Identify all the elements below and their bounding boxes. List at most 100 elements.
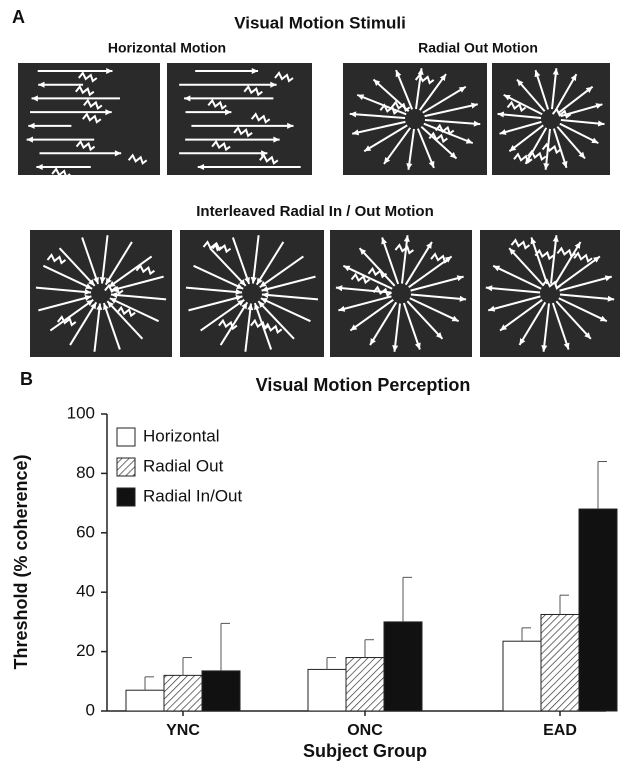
bar <box>307 668 347 712</box>
y-tick-label: 100 <box>67 403 95 422</box>
squiggle <box>434 123 455 136</box>
arrow-shaft <box>255 241 285 286</box>
arrow-shaft <box>424 103 478 118</box>
arrow-head <box>552 235 559 242</box>
arrow-shaft <box>559 275 613 292</box>
squiggle <box>218 318 238 331</box>
legend-label: Horizontal <box>143 426 220 445</box>
bar <box>383 621 423 712</box>
arrow-head <box>343 265 351 272</box>
arrow-head <box>260 298 268 304</box>
arrow-head <box>247 303 254 311</box>
arrow-head <box>509 248 516 255</box>
arrow-shaft <box>363 124 408 153</box>
arrow-head <box>85 283 93 289</box>
arrow-head <box>599 315 607 322</box>
arrow-head <box>235 295 243 301</box>
stimulus-background <box>167 63 312 175</box>
panel-label: B <box>20 369 33 389</box>
squiggle <box>428 131 448 144</box>
arrow-head <box>593 256 600 263</box>
arrow-shaft <box>401 235 409 284</box>
arrow-head <box>270 81 277 88</box>
stimulus-panel <box>30 230 172 357</box>
squiggle <box>379 103 399 115</box>
arrow-shaft <box>499 299 543 332</box>
arrow-shaft <box>404 241 433 286</box>
arrow-shaft <box>560 119 605 126</box>
squiggle <box>556 246 577 259</box>
arrow-head <box>364 145 372 152</box>
arrow-shaft <box>42 264 93 290</box>
arrow-head <box>561 160 568 168</box>
arrow-shaft <box>381 237 400 285</box>
panel-subtitle: Interleaved Radial In / Out Motion <box>196 203 434 220</box>
squiggle <box>127 153 148 165</box>
arrow-shaft <box>508 124 544 153</box>
arrow-head <box>88 279 95 286</box>
arrow-shaft <box>551 68 558 110</box>
arrow-head <box>256 277 263 285</box>
arrow-shaft <box>38 295 92 312</box>
x-tick-label: ONC <box>347 722 383 739</box>
squiggle <box>551 107 572 119</box>
arrow-head <box>499 129 507 135</box>
arrow-shaft <box>416 128 435 169</box>
arrow-shaft <box>423 122 474 145</box>
stimulus-panel <box>180 230 324 357</box>
bar <box>502 640 542 712</box>
arrow-shaft <box>369 301 398 346</box>
arrow-head <box>500 324 507 331</box>
squiggle <box>394 243 414 255</box>
stimulus-panel <box>167 63 312 175</box>
arrow-shaft <box>252 235 260 284</box>
arrow-shaft <box>58 247 96 287</box>
arrow-shaft <box>503 93 543 116</box>
squiggle <box>573 251 593 263</box>
stimulus-panel <box>343 63 487 175</box>
arrow-head <box>254 303 260 311</box>
arrow-head <box>509 145 517 152</box>
arrow-head <box>261 286 269 292</box>
arrow-head <box>258 301 265 308</box>
arrow-shaft <box>410 275 464 292</box>
arrow-head <box>458 86 466 93</box>
arrow-shaft <box>557 255 601 288</box>
arrow-head <box>335 285 343 292</box>
arrow-head <box>338 305 346 312</box>
arrow-head <box>86 299 94 306</box>
arrow-shaft <box>508 247 545 287</box>
arrow-head <box>570 74 577 82</box>
arrow-head <box>459 295 467 302</box>
legend-label: Radial In/Out <box>143 486 242 505</box>
arrow-shaft <box>352 120 406 135</box>
stimulus-panel <box>330 230 472 357</box>
arrow-head <box>96 303 103 311</box>
squiggle <box>541 142 562 155</box>
arrow-shaft <box>418 73 447 111</box>
arrow-head <box>541 345 548 352</box>
arrow-head <box>114 150 122 157</box>
legend-label: Radial Out <box>143 456 224 475</box>
arrow-head <box>261 150 268 157</box>
squiggle <box>262 322 283 334</box>
arrow-head <box>584 332 591 339</box>
arrow-shaft <box>383 127 412 165</box>
arrow-shaft <box>542 303 550 352</box>
arrow-shaft <box>558 85 594 114</box>
arrow-head <box>225 109 232 116</box>
arrow-head <box>106 67 113 75</box>
arrow-shaft <box>402 302 421 350</box>
arrow-head <box>105 109 112 116</box>
y-tick-label: 20 <box>76 641 95 660</box>
arrow-head <box>485 285 493 292</box>
panel-subtitle: Radial Out Motion <box>418 40 538 56</box>
squiggle <box>414 73 435 85</box>
squiggle <box>75 139 96 152</box>
arrow-head <box>449 151 457 159</box>
arrow-shaft <box>188 295 243 312</box>
arrow-shaft <box>81 237 100 285</box>
y-tick-label: 40 <box>76 582 95 601</box>
arrow-head <box>470 102 478 109</box>
